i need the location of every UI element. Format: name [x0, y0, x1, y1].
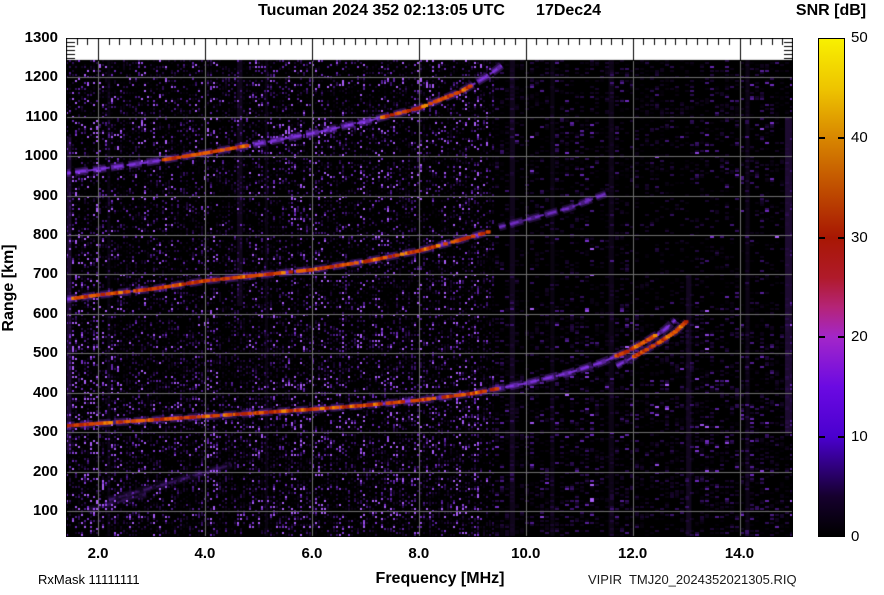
x-tick-label: 2.0	[87, 545, 109, 562]
y-tick-label: 1000	[24, 147, 58, 165]
y-tick-label: 500	[32, 344, 58, 362]
colorbar-tickmark	[838, 336, 845, 339]
x-tick-label: 10.0	[511, 545, 541, 562]
colorbar-tickmark	[818, 136, 825, 139]
y-tick-label: 1100	[25, 107, 58, 125]
y-tick-label: 600	[32, 304, 58, 322]
x-tick-label: 14.0	[724, 545, 755, 562]
colorbar-tick-label: 20	[851, 328, 868, 346]
colorbar-tickmark	[818, 236, 825, 239]
y-tick-label: 1200	[24, 68, 58, 86]
x-axis-label: Frequency [MHz]	[375, 570, 505, 587]
colorbar-tick-label: 0	[851, 528, 860, 545]
x-tick-label: 12.0	[618, 545, 648, 562]
colorbar-tick-label: 50	[851, 29, 868, 46]
colorbar-tickmark	[838, 136, 845, 139]
y-tick-label: 900	[32, 186, 58, 204]
ionogram-heatmap-canvas	[66, 38, 793, 537]
snr-colorbar	[818, 38, 845, 537]
x-tick-label: 6.0	[301, 545, 323, 562]
y-tick-label: 800	[32, 226, 58, 244]
data-file-label: VIPIR TMJ20_2024352021305.RIQ	[588, 572, 797, 587]
colorbar-tick-label: 30	[851, 228, 868, 246]
x-tick-label: 4.0	[194, 545, 216, 562]
y-tick-label: 400	[32, 383, 58, 401]
y-axis-label: Range [km]	[0, 244, 17, 332]
y-tick-label: 300	[32, 423, 58, 441]
colorbar-tick-label: 10	[851, 428, 868, 446]
y-tick-label: 100	[32, 501, 58, 519]
colorbar-tick-label: 40	[851, 128, 868, 146]
colorbar-tickmark	[818, 336, 825, 339]
colorbar-title: SNR [dB]	[795, 2, 867, 19]
y-tick-label: 200	[32, 462, 58, 480]
colorbar-tickmark	[838, 236, 845, 239]
plot-title: Tucuman 2024 352 02:13:05 UTC 17Dec24	[258, 2, 601, 19]
rx-mask-label: RxMask 11111111	[38, 572, 140, 587]
y-tick-label: 1300	[24, 29, 58, 46]
colorbar-tickmark	[818, 436, 825, 439]
y-tick-label: 700	[32, 265, 58, 283]
x-tick-label: 8.0	[408, 545, 430, 562]
colorbar-tickmark	[838, 436, 845, 439]
